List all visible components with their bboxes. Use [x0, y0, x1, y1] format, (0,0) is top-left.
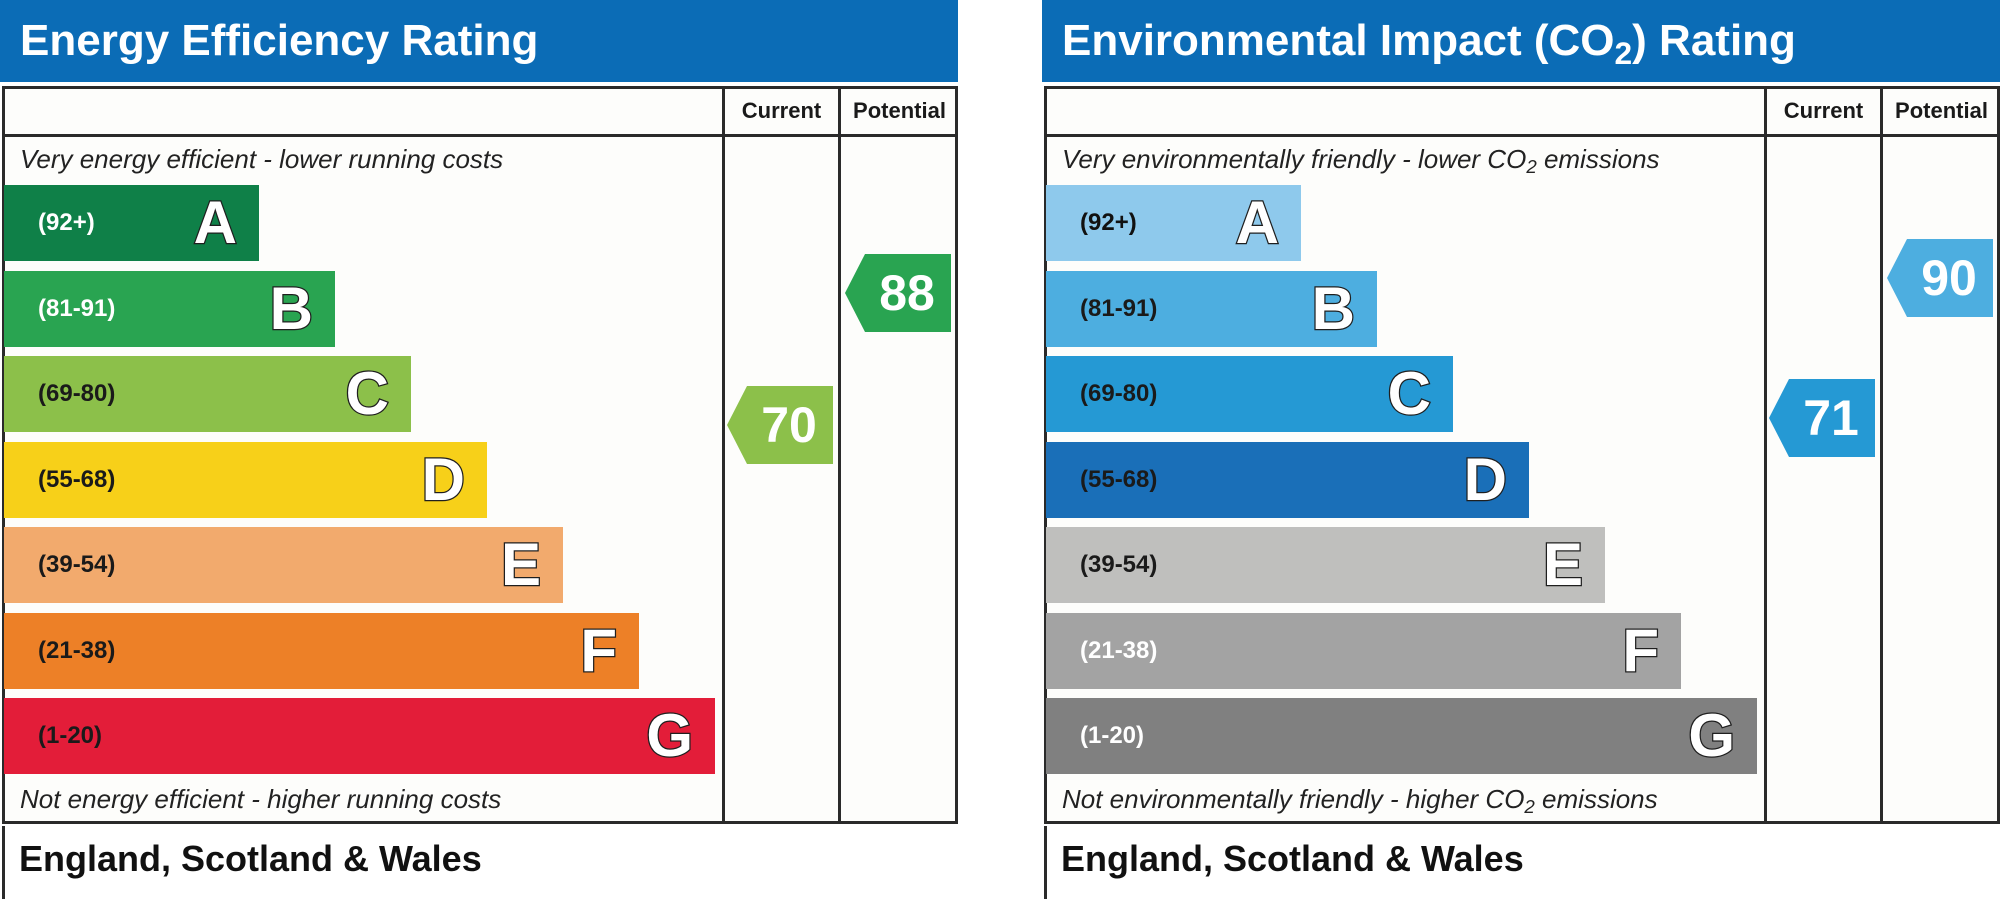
rating-arrow-shape: [727, 386, 833, 464]
environmental-impact-chart: Environmental Impact (CO2) Rating Curren…: [1042, 0, 2000, 899]
band-letter: C: [1386, 360, 1432, 427]
band-range-label: (39-54): [38, 551, 116, 578]
rating-band-g: (1-20) G: [1046, 698, 1757, 774]
footer-region-label: England, Scotland & Wales: [19, 838, 482, 879]
band-range-label: (81-91): [38, 294, 116, 322]
rating-arrow: [845, 254, 951, 332]
column-divider: [838, 86, 841, 824]
rating-band-f: (21-38) F: [4, 612, 639, 689]
band-letter: F: [579, 616, 618, 684]
current-rating-marker: 71: [1769, 379, 1875, 457]
band-range-label: (69-80): [1080, 380, 1158, 407]
rating-band-c: (69-80) C: [1046, 356, 1453, 432]
band-letter: B: [268, 274, 314, 342]
rating-band-d: (55-68) D: [4, 441, 487, 518]
header-divider: [1044, 134, 2000, 137]
bottom-caption: Not energy efficient - higher running co…: [20, 784, 502, 814]
header-divider: [2, 134, 958, 137]
rating-arrow-shape: [1769, 379, 1875, 457]
rating-band-c: (69-80) C: [4, 356, 411, 432]
band-range-label: (55-68): [1080, 465, 1158, 493]
potential-rating-marker: 90: [1887, 239, 1993, 317]
column-divider: [1764, 86, 1767, 824]
band-range-label: (1-20): [38, 722, 103, 749]
rating-band-b: (81-91) B: [1046, 270, 1377, 347]
rating-band-e: (39-54) E: [1046, 527, 1605, 603]
energy-efficiency-chart: Energy Efficiency Rating Current Potenti…: [0, 0, 960, 899]
band-range-label: (21-38): [1080, 636, 1158, 664]
rating-band-a: (92+) A: [4, 185, 259, 261]
band-range-label: (21-38): [38, 636, 116, 664]
rating-band-a: (92+) A: [1046, 185, 1301, 261]
rating-band-f: (21-38) F: [1046, 612, 1681, 689]
rating-band-b: (81-91) B: [4, 270, 335, 347]
potential-rating-marker: 88: [845, 254, 951, 332]
top-caption: Very environmentally friendly - lower CO…: [1062, 144, 1660, 178]
rating-value: 90: [1921, 250, 1977, 306]
rating-value: 88: [879, 265, 935, 321]
potential-column-header: Potential: [1895, 98, 1988, 123]
chart-title: Environmental Impact (CO2) Rating: [1042, 0, 2000, 82]
band-range-label: (69-80): [38, 380, 116, 407]
rating-band-d: (55-68) D: [1046, 441, 1529, 518]
rating-band-e: (39-54) E: [4, 527, 563, 603]
footer-region-label: England, Scotland & Wales: [1061, 838, 1524, 879]
band-letter: E: [500, 531, 543, 598]
band-range-label: (39-54): [1080, 551, 1158, 578]
band-letter: A: [192, 189, 238, 256]
footer: England, Scotland & Wales: [1044, 826, 2000, 899]
band-letter: C: [344, 360, 390, 427]
current-rating-marker: 70: [727, 386, 833, 464]
top-caption: Very energy efficient - lower running co…: [20, 144, 504, 174]
rating-value: 70: [761, 397, 817, 453]
band-range-label: (92+): [38, 209, 95, 236]
column-divider: [722, 86, 725, 824]
current-column-header: Current: [1783, 98, 1864, 123]
rating-arrow-shape: [1887, 239, 1993, 317]
column-divider: [1880, 86, 1883, 824]
band-letter: G: [645, 702, 694, 769]
band-letter: D: [420, 445, 466, 513]
footer: England, Scotland & Wales: [2, 826, 958, 899]
rating-arrow: [727, 386, 833, 464]
potential-column-header: Potential: [853, 98, 946, 123]
band-letter: D: [1462, 445, 1508, 513]
bottom-caption: Not environmentally friendly - higher CO…: [1062, 784, 1658, 818]
band-range-label: (1-20): [1080, 722, 1145, 749]
band-letter: F: [1621, 616, 1660, 684]
band-letter: G: [1687, 702, 1736, 769]
current-column-header: Current: [741, 98, 822, 123]
rating-arrow: [1887, 239, 1993, 317]
rating-value: 71: [1803, 390, 1859, 446]
rating-band-g: (1-20) G: [4, 698, 715, 774]
band-letter: B: [1310, 274, 1356, 342]
chart-title: Energy Efficiency Rating: [0, 0, 958, 82]
band-letter: A: [1234, 189, 1280, 256]
band-range-label: (81-91): [1080, 294, 1158, 322]
band-letter: E: [1542, 531, 1585, 598]
band-range-label: (55-68): [38, 465, 116, 493]
band-range-label: (92+): [1080, 209, 1137, 236]
rating-arrow-shape: [845, 254, 951, 332]
rating-arrow: [1769, 379, 1875, 457]
